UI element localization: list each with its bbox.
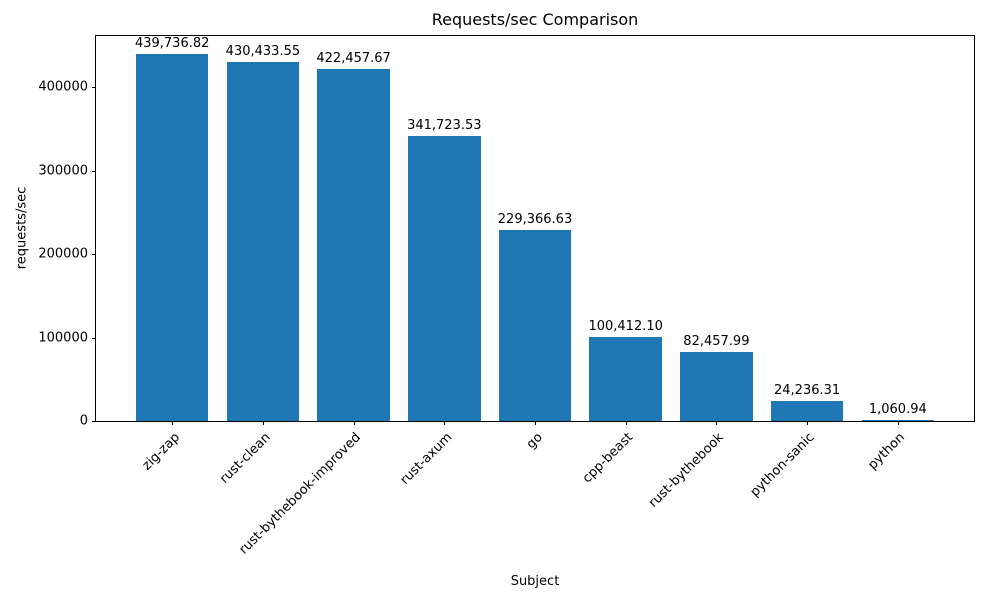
x-tick-mark: [807, 421, 809, 425]
bar: [226, 62, 300, 421]
bar-value-label: 430,433.55: [225, 44, 301, 60]
bar-value-label: 229,366.63: [497, 211, 573, 227]
bar-value-label: 439,736.82: [134, 36, 210, 52]
bar-value-label: 100,412.10: [588, 319, 663, 335]
x-tick-mark: [172, 421, 174, 425]
y-tick-mark: [92, 87, 96, 89]
x-tick-label: rust-clean: [216, 430, 274, 487]
bar: [589, 337, 662, 421]
x-tick-label: go: [523, 430, 546, 453]
bar: [317, 68, 390, 421]
y-tick-label: 400000: [38, 79, 88, 95]
bar-value-label: 24,236.31: [774, 382, 841, 398]
x-tick-mark: [353, 421, 355, 425]
x-tick-label: rust-bythebook: [646, 430, 728, 511]
x-tick-mark: [897, 421, 899, 425]
y-tick-label: 0: [79, 413, 88, 429]
bar: [680, 352, 753, 421]
y-tick-label: 300000: [38, 163, 88, 179]
y-tick-mark: [92, 337, 96, 339]
x-tick-label: cpp-beast: [580, 430, 637, 487]
bar: [770, 400, 844, 421]
x-tick-label: zig-zap: [139, 430, 183, 474]
bar: [498, 229, 572, 421]
y-tick-mark: [92, 421, 96, 422]
plot-area: 0 100000 200000 300000 400000 439,736.82 430,…: [38, 35, 975, 557]
x-tick-label: python: [865, 430, 909, 473]
bar-value-label: 341,723.53: [407, 118, 482, 134]
x-axis-label: Subject: [510, 574, 560, 589]
y-tick-mark: [92, 254, 96, 256]
x-tick-label: python-sanic: [747, 430, 818, 500]
bar-value-label: 422,457.67: [316, 50, 391, 66]
bar-value-label: 1,060.94: [868, 402, 927, 418]
x-tick-mark: [716, 421, 718, 425]
x-tick-label: rust-axum: [397, 430, 455, 488]
bar: [408, 136, 481, 421]
bar: [135, 54, 209, 421]
y-tick-label: 200000: [38, 246, 88, 262]
x-tick-mark: [262, 421, 264, 425]
y-tick-label: 100000: [38, 330, 88, 346]
x-tick-mark: [535, 421, 536, 425]
chart-title: Requests/sec Comparison: [431, 10, 639, 29]
bar-value-label: 82,457.99: [683, 334, 750, 350]
y-tick-mark: [92, 170, 96, 172]
y-axis-label: requests/sec: [14, 186, 30, 270]
x-tick-mark: [625, 421, 627, 425]
x-tick-mark: [444, 421, 446, 425]
bar: [861, 420, 935, 421]
